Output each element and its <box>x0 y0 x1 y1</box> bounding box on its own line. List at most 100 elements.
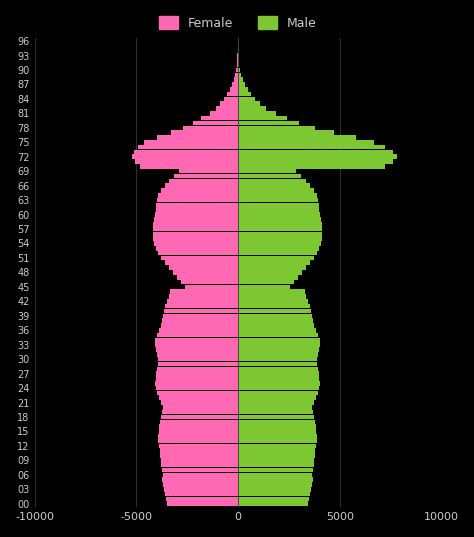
Bar <box>210 111 238 115</box>
Bar <box>161 256 238 260</box>
Bar <box>161 415 238 419</box>
Bar <box>163 482 238 487</box>
Bar <box>238 155 397 159</box>
Bar <box>158 362 238 366</box>
Bar <box>181 280 238 285</box>
Bar <box>238 159 392 164</box>
Bar <box>238 424 316 429</box>
Bar <box>238 256 314 260</box>
Bar <box>155 343 238 347</box>
Bar <box>164 487 238 491</box>
Bar <box>158 434 238 439</box>
Bar <box>219 101 238 106</box>
Bar <box>238 314 312 318</box>
Bar <box>237 58 238 63</box>
Bar <box>238 280 294 285</box>
Bar <box>171 130 238 135</box>
Bar <box>165 492 238 496</box>
Bar <box>238 473 312 477</box>
Bar <box>238 236 322 241</box>
Bar <box>238 150 392 154</box>
Bar <box>167 299 238 303</box>
Bar <box>238 400 314 405</box>
Bar <box>156 333 238 337</box>
Bar <box>238 357 318 361</box>
Bar <box>156 367 238 371</box>
Bar <box>238 482 312 487</box>
Bar <box>132 155 238 159</box>
Bar <box>238 338 320 342</box>
Bar <box>224 97 238 101</box>
Bar <box>230 87 238 91</box>
Bar <box>238 270 302 275</box>
Bar <box>238 328 316 332</box>
Bar <box>238 116 287 120</box>
Bar <box>238 439 318 444</box>
Bar <box>153 236 238 241</box>
Bar <box>238 275 298 280</box>
Bar <box>238 410 313 415</box>
Bar <box>155 376 238 381</box>
Bar <box>238 82 245 87</box>
Bar <box>238 260 310 265</box>
Bar <box>173 270 238 275</box>
Bar <box>238 63 239 68</box>
Bar <box>238 390 319 395</box>
Bar <box>169 178 238 183</box>
Bar <box>165 183 238 188</box>
Bar <box>238 251 318 256</box>
Bar <box>238 285 290 289</box>
Bar <box>238 222 322 227</box>
Bar <box>140 164 238 169</box>
Bar <box>162 468 238 473</box>
Bar <box>161 400 238 405</box>
Bar <box>158 439 238 444</box>
Bar <box>238 188 314 193</box>
Bar <box>165 304 238 308</box>
Bar <box>238 265 306 270</box>
Bar <box>155 246 238 251</box>
Bar <box>159 444 238 448</box>
Bar <box>238 468 313 473</box>
Bar <box>238 174 301 178</box>
Bar <box>238 202 319 207</box>
Bar <box>238 362 318 366</box>
Bar <box>156 352 238 357</box>
Bar <box>238 130 334 135</box>
Bar <box>238 502 308 506</box>
Bar <box>238 169 296 173</box>
Bar <box>238 333 319 337</box>
Bar <box>238 97 255 101</box>
Bar <box>155 207 238 212</box>
Bar <box>159 395 238 400</box>
Bar <box>238 140 374 144</box>
Bar <box>163 473 238 477</box>
Bar <box>238 207 319 212</box>
Bar <box>238 323 314 328</box>
Bar <box>163 405 238 410</box>
Bar <box>154 217 238 222</box>
Bar <box>193 121 238 125</box>
Bar <box>237 53 238 58</box>
Bar <box>177 275 238 280</box>
Bar <box>160 419 238 424</box>
Bar <box>238 92 251 96</box>
Bar <box>238 405 312 410</box>
Bar <box>238 72 241 77</box>
Bar <box>238 347 319 352</box>
Bar <box>238 492 310 496</box>
Bar <box>238 106 266 111</box>
Bar <box>162 318 238 323</box>
Bar <box>238 372 319 376</box>
Bar <box>156 390 238 395</box>
Bar <box>238 453 315 458</box>
Bar <box>238 477 313 482</box>
Bar <box>159 424 238 429</box>
Bar <box>238 217 321 222</box>
Bar <box>238 231 322 236</box>
Bar <box>179 169 238 173</box>
Bar <box>153 231 238 236</box>
Bar <box>163 314 238 318</box>
Bar <box>238 178 306 183</box>
Bar <box>169 294 238 299</box>
